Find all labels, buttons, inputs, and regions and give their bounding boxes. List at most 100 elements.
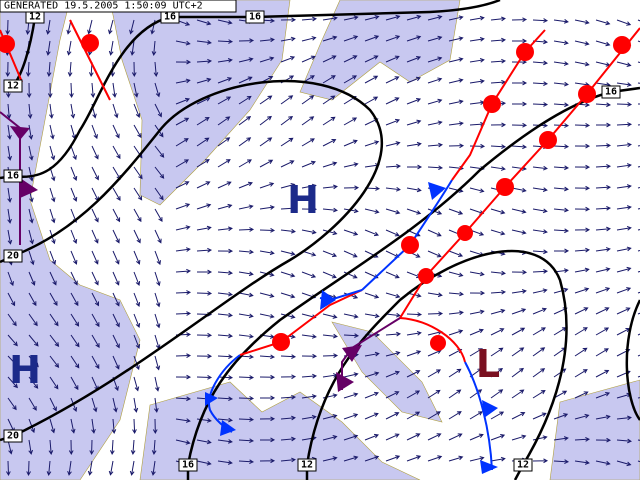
wind-arrow bbox=[448, 121, 464, 126]
wind-arrow bbox=[301, 95, 315, 105]
wind-arrow bbox=[574, 19, 590, 25]
warm-symbol bbox=[81, 34, 99, 52]
wind-arrow bbox=[469, 37, 485, 42]
wind-arrow bbox=[343, 413, 359, 420]
wind-arrow bbox=[28, 397, 37, 411]
wind-arrow bbox=[28, 313, 38, 327]
wind-arrow bbox=[28, 229, 34, 245]
wind-arrow bbox=[238, 459, 255, 465]
wind-arrow bbox=[26, 460, 31, 477]
wind-arrow bbox=[385, 35, 401, 42]
wind-arrow bbox=[131, 61, 137, 78]
wind-arrow bbox=[280, 415, 296, 421]
wind-arrow bbox=[616, 460, 632, 467]
wind-arrow bbox=[259, 115, 272, 126]
warm-front bbox=[69, 19, 111, 101]
wind-arrow bbox=[7, 313, 17, 327]
wind-arrow bbox=[112, 229, 120, 244]
wind-arrow bbox=[49, 355, 60, 368]
wind-arrow bbox=[70, 418, 76, 434]
wind-arrow bbox=[6, 103, 12, 119]
wind-arrow bbox=[238, 57, 254, 63]
isobar bbox=[170, 0, 501, 19]
isobar-label-box bbox=[601, 85, 621, 99]
wind-arrow bbox=[553, 413, 569, 420]
wind-arrow bbox=[364, 371, 380, 378]
wind-arrow bbox=[7, 292, 16, 307]
wind-arrow bbox=[196, 181, 211, 189]
wind-arrow bbox=[196, 353, 213, 359]
wind-arrow bbox=[343, 75, 357, 84]
wind-arrow bbox=[469, 57, 485, 63]
wind-arrow bbox=[532, 18, 549, 23]
wind-arrow bbox=[385, 351, 401, 357]
wind-arrow bbox=[91, 271, 99, 286]
isobar-labels: 12 16 16 12 16 20 20 16 12 12 16 bbox=[3, 10, 621, 472]
wind-arrow bbox=[196, 375, 213, 380]
wind-arrow bbox=[322, 456, 338, 462]
wind-arrow bbox=[151, 460, 156, 476]
wind-arrow bbox=[427, 15, 443, 21]
wind-arrow bbox=[129, 19, 135, 35]
wind-arrow bbox=[70, 187, 78, 202]
isobar-label: 16 bbox=[3, 169, 23, 183]
wind-arrow bbox=[448, 291, 464, 297]
wind-arrow bbox=[448, 78, 464, 84]
wind-arrow bbox=[112, 397, 118, 413]
isobar-label-box bbox=[245, 10, 265, 24]
wind-arrow bbox=[175, 181, 190, 189]
wind-arrow bbox=[130, 40, 135, 56]
wind-arrow bbox=[70, 271, 78, 286]
wind-arrow bbox=[46, 61, 52, 77]
wind-arrow bbox=[322, 95, 336, 105]
wind-arrow bbox=[217, 39, 234, 44]
wind-arrow bbox=[490, 122, 507, 128]
wind-arrow bbox=[196, 269, 213, 275]
wind-arrow bbox=[511, 38, 528, 44]
wind-arrow bbox=[490, 434, 506, 441]
isobar-label: 16 bbox=[178, 458, 198, 472]
wind-arrow bbox=[364, 391, 379, 399]
wind-arrow bbox=[175, 117, 190, 126]
wind-arrow bbox=[301, 414, 317, 420]
wind-arrow bbox=[280, 250, 296, 256]
wind-arrow bbox=[49, 187, 56, 203]
adriatic bbox=[331, 321, 443, 423]
wind-arrow bbox=[91, 124, 98, 140]
wind-arrow bbox=[66, 40, 72, 56]
wind-arrow bbox=[259, 250, 275, 256]
wind-arrow bbox=[91, 292, 100, 307]
wind-arrow bbox=[196, 225, 212, 231]
wind-arrow bbox=[427, 229, 442, 237]
wind-arrow bbox=[574, 206, 591, 212]
wind-arrow bbox=[406, 370, 421, 378]
wind-arrow bbox=[112, 145, 121, 160]
isobar-label: 20 bbox=[3, 249, 23, 263]
wind-arrow bbox=[301, 206, 318, 212]
wind-arrow bbox=[48, 439, 54, 455]
wind-arrow bbox=[7, 355, 19, 367]
wind-arrow bbox=[280, 160, 295, 168]
wind-arrow bbox=[616, 61, 632, 67]
wind-arrow bbox=[595, 348, 609, 357]
wind-arrow bbox=[343, 162, 359, 168]
wind-arrow bbox=[532, 187, 548, 192]
wind-arrow bbox=[28, 271, 36, 286]
wind-arrow bbox=[108, 40, 114, 56]
wind-arrow bbox=[112, 292, 120, 307]
wind-arrow bbox=[196, 203, 212, 210]
wind-arrow bbox=[133, 103, 141, 118]
wind-arrow bbox=[553, 19, 569, 24]
wind-arrow bbox=[364, 96, 379, 105]
wind-arrow bbox=[130, 439, 136, 455]
wind-arrow bbox=[301, 116, 315, 126]
wind-arrow bbox=[490, 411, 505, 420]
wind-arrow bbox=[616, 225, 632, 231]
wind-arrow bbox=[67, 61, 73, 77]
wind-arrow bbox=[427, 98, 443, 105]
wind-arrow bbox=[217, 58, 233, 63]
isobar-label-box bbox=[297, 458, 317, 472]
wind-arrow bbox=[553, 207, 569, 213]
wind-arrow bbox=[238, 396, 255, 401]
wind-arrow bbox=[70, 145, 77, 161]
